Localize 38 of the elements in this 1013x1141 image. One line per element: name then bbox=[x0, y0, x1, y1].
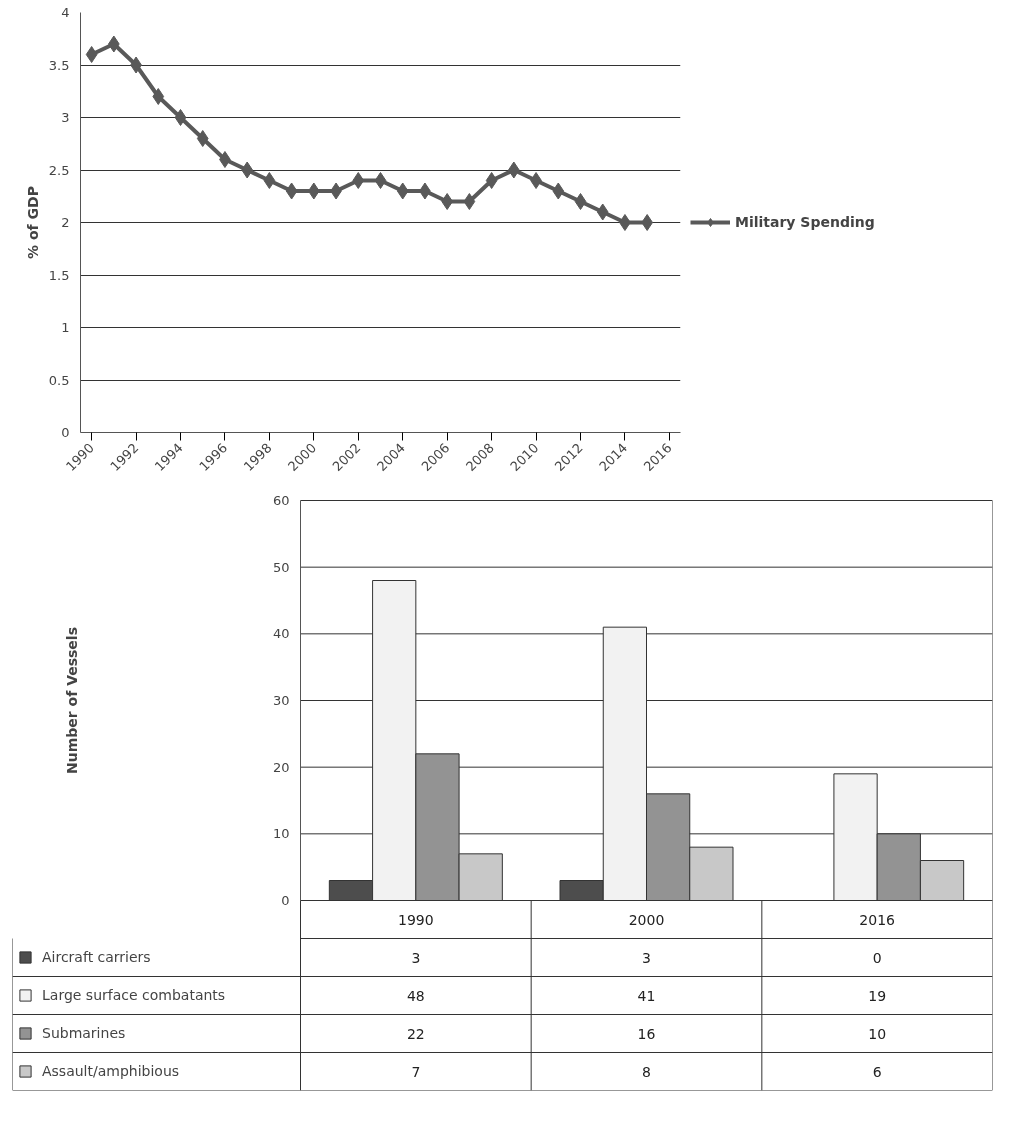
y-tick-label: 2 bbox=[61, 215, 70, 230]
y-tick-label: 2.5 bbox=[48, 162, 70, 178]
y-tick-label: 0 bbox=[61, 425, 70, 440]
y-tick-label: 4 bbox=[61, 5, 70, 20]
y-tick-label: 3 bbox=[61, 110, 70, 125]
data-label: 10 bbox=[868, 1025, 887, 1042]
data-label: 7 bbox=[411, 1063, 421, 1080]
x-tick-label: 1990 bbox=[398, 911, 434, 928]
legend-label: Aircraft carriers bbox=[42, 948, 151, 967]
x-tick-label: 2016 bbox=[859, 911, 896, 928]
data-label: 41 bbox=[637, 987, 656, 1004]
y-tick-label: 50 bbox=[272, 559, 290, 575]
y-tick-label: 1 bbox=[61, 320, 70, 335]
y-tick-label: 0 bbox=[281, 893, 290, 908]
data-label: 48 bbox=[406, 987, 425, 1004]
y-tick-label: 30 bbox=[272, 693, 290, 708]
legend-label: Large surface combatants bbox=[42, 986, 226, 1005]
y-tick-label: 20 bbox=[272, 759, 290, 775]
y-axis-title: % of GDP bbox=[24, 186, 41, 259]
y-tick-label: 0.5 bbox=[48, 372, 70, 388]
y-tick-label: 60 bbox=[272, 493, 290, 508]
legend-label: Assault/amphibious bbox=[42, 1062, 180, 1081]
legend-label: Submarines bbox=[42, 1024, 126, 1043]
data-label: 0 bbox=[872, 949, 882, 966]
y-tick-label: 10 bbox=[272, 826, 290, 842]
y-tick-label: 3.5 bbox=[48, 57, 70, 73]
legend-label: Military Spending bbox=[735, 214, 875, 230]
x-tick-label: 2000 bbox=[628, 911, 665, 928]
data-label: 3 bbox=[411, 949, 421, 966]
data-label: 19 bbox=[868, 987, 887, 1004]
data-label: 3 bbox=[642, 949, 651, 966]
y-tick-label: 40 bbox=[272, 626, 290, 642]
data-label: 6 bbox=[872, 1063, 882, 1080]
data-label: 16 bbox=[637, 1025, 656, 1042]
data-label: 8 bbox=[642, 1063, 651, 1080]
y-tick-label: 1.5 bbox=[48, 267, 70, 283]
y-axis-title: Number of Vessels bbox=[63, 626, 80, 774]
data-label: 22 bbox=[406, 1025, 425, 1042]
